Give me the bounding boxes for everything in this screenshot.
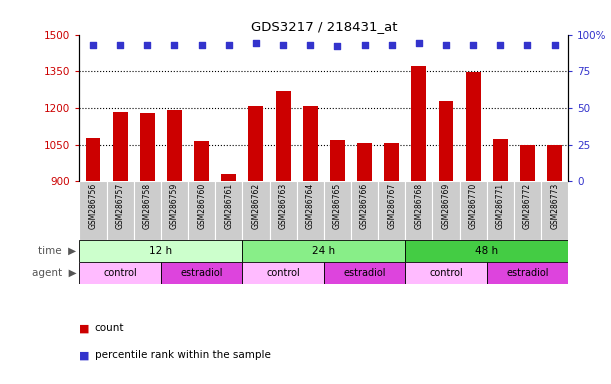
Bar — [324, 181, 351, 240]
Text: GSM286760: GSM286760 — [197, 183, 206, 229]
Text: ■: ■ — [79, 323, 90, 333]
Text: 48 h: 48 h — [475, 246, 499, 256]
Text: GSM286763: GSM286763 — [279, 183, 288, 229]
Text: 12 h: 12 h — [149, 246, 172, 256]
Text: time  ▶: time ▶ — [38, 246, 76, 256]
Point — [142, 42, 152, 48]
Bar — [243, 181, 269, 240]
Point — [522, 42, 532, 48]
Bar — [167, 111, 182, 181]
Bar — [487, 262, 568, 284]
Text: GSM286762: GSM286762 — [252, 183, 260, 229]
Bar — [520, 145, 535, 181]
Text: GSM286772: GSM286772 — [523, 183, 532, 229]
Bar — [86, 138, 100, 181]
Text: count: count — [95, 323, 124, 333]
Text: GSM286758: GSM286758 — [143, 183, 152, 229]
Bar — [405, 181, 433, 240]
Text: GSM286757: GSM286757 — [115, 183, 125, 229]
Point — [251, 40, 261, 46]
Text: GSM286773: GSM286773 — [550, 183, 559, 229]
Bar — [79, 262, 161, 284]
Bar — [541, 181, 568, 240]
Bar — [215, 181, 243, 240]
Point — [306, 42, 315, 48]
Text: GSM286770: GSM286770 — [469, 183, 478, 229]
Point — [468, 42, 478, 48]
Bar — [106, 181, 134, 240]
Text: control: control — [103, 268, 137, 278]
Point — [170, 42, 180, 48]
Bar — [140, 113, 155, 181]
Bar — [134, 181, 161, 240]
Bar — [112, 112, 128, 181]
Bar — [459, 181, 487, 240]
Bar — [405, 240, 568, 262]
Text: control: control — [429, 268, 463, 278]
Bar — [433, 181, 459, 240]
Point — [88, 42, 98, 48]
Bar — [161, 262, 243, 284]
Text: GSM286764: GSM286764 — [306, 183, 315, 229]
Text: GSM286767: GSM286767 — [387, 183, 396, 229]
Bar — [269, 181, 297, 240]
Point — [197, 42, 207, 48]
Text: estradiol: estradiol — [343, 268, 386, 278]
Bar — [243, 262, 324, 284]
Text: estradiol: estradiol — [180, 268, 223, 278]
Bar — [493, 139, 508, 181]
Bar — [330, 140, 345, 181]
Bar — [194, 141, 209, 181]
Text: agent  ▶: agent ▶ — [32, 268, 76, 278]
Text: GSM286766: GSM286766 — [360, 183, 369, 229]
Bar — [79, 181, 106, 240]
Text: GSM286771: GSM286771 — [496, 183, 505, 229]
Text: percentile rank within the sample: percentile rank within the sample — [95, 350, 271, 360]
Point — [441, 42, 451, 48]
Bar — [439, 101, 453, 181]
Bar — [487, 181, 514, 240]
Title: GDS3217 / 218431_at: GDS3217 / 218431_at — [251, 20, 397, 33]
Bar — [405, 262, 487, 284]
Point — [360, 42, 370, 48]
Text: GSM286761: GSM286761 — [224, 183, 233, 229]
Text: GSM286769: GSM286769 — [442, 183, 450, 229]
Bar — [188, 181, 215, 240]
Point — [332, 43, 342, 50]
Bar — [351, 181, 378, 240]
Text: estradiol: estradiol — [507, 268, 549, 278]
Bar — [297, 181, 324, 240]
Text: ■: ■ — [79, 350, 90, 360]
Point — [550, 42, 560, 48]
Text: control: control — [266, 268, 300, 278]
Bar — [514, 181, 541, 240]
Point — [496, 42, 505, 48]
Bar — [378, 181, 405, 240]
Text: GSM286765: GSM286765 — [333, 183, 342, 229]
Point — [387, 42, 397, 48]
Bar — [324, 262, 405, 284]
Text: GSM286768: GSM286768 — [414, 183, 423, 229]
Bar — [303, 106, 318, 181]
Text: 24 h: 24 h — [312, 246, 335, 256]
Text: GSM286759: GSM286759 — [170, 183, 179, 229]
Bar — [161, 181, 188, 240]
Bar — [547, 145, 562, 181]
Point — [224, 42, 233, 48]
Bar — [243, 240, 405, 262]
Bar — [357, 144, 372, 181]
Point — [115, 42, 125, 48]
Bar — [221, 174, 236, 181]
Bar — [79, 240, 243, 262]
Point — [414, 40, 424, 46]
Text: GSM286756: GSM286756 — [89, 183, 98, 229]
Bar — [249, 106, 263, 181]
Bar — [466, 73, 481, 181]
Bar — [384, 144, 399, 181]
Point — [278, 42, 288, 48]
Bar — [411, 66, 426, 181]
Bar — [276, 91, 291, 181]
